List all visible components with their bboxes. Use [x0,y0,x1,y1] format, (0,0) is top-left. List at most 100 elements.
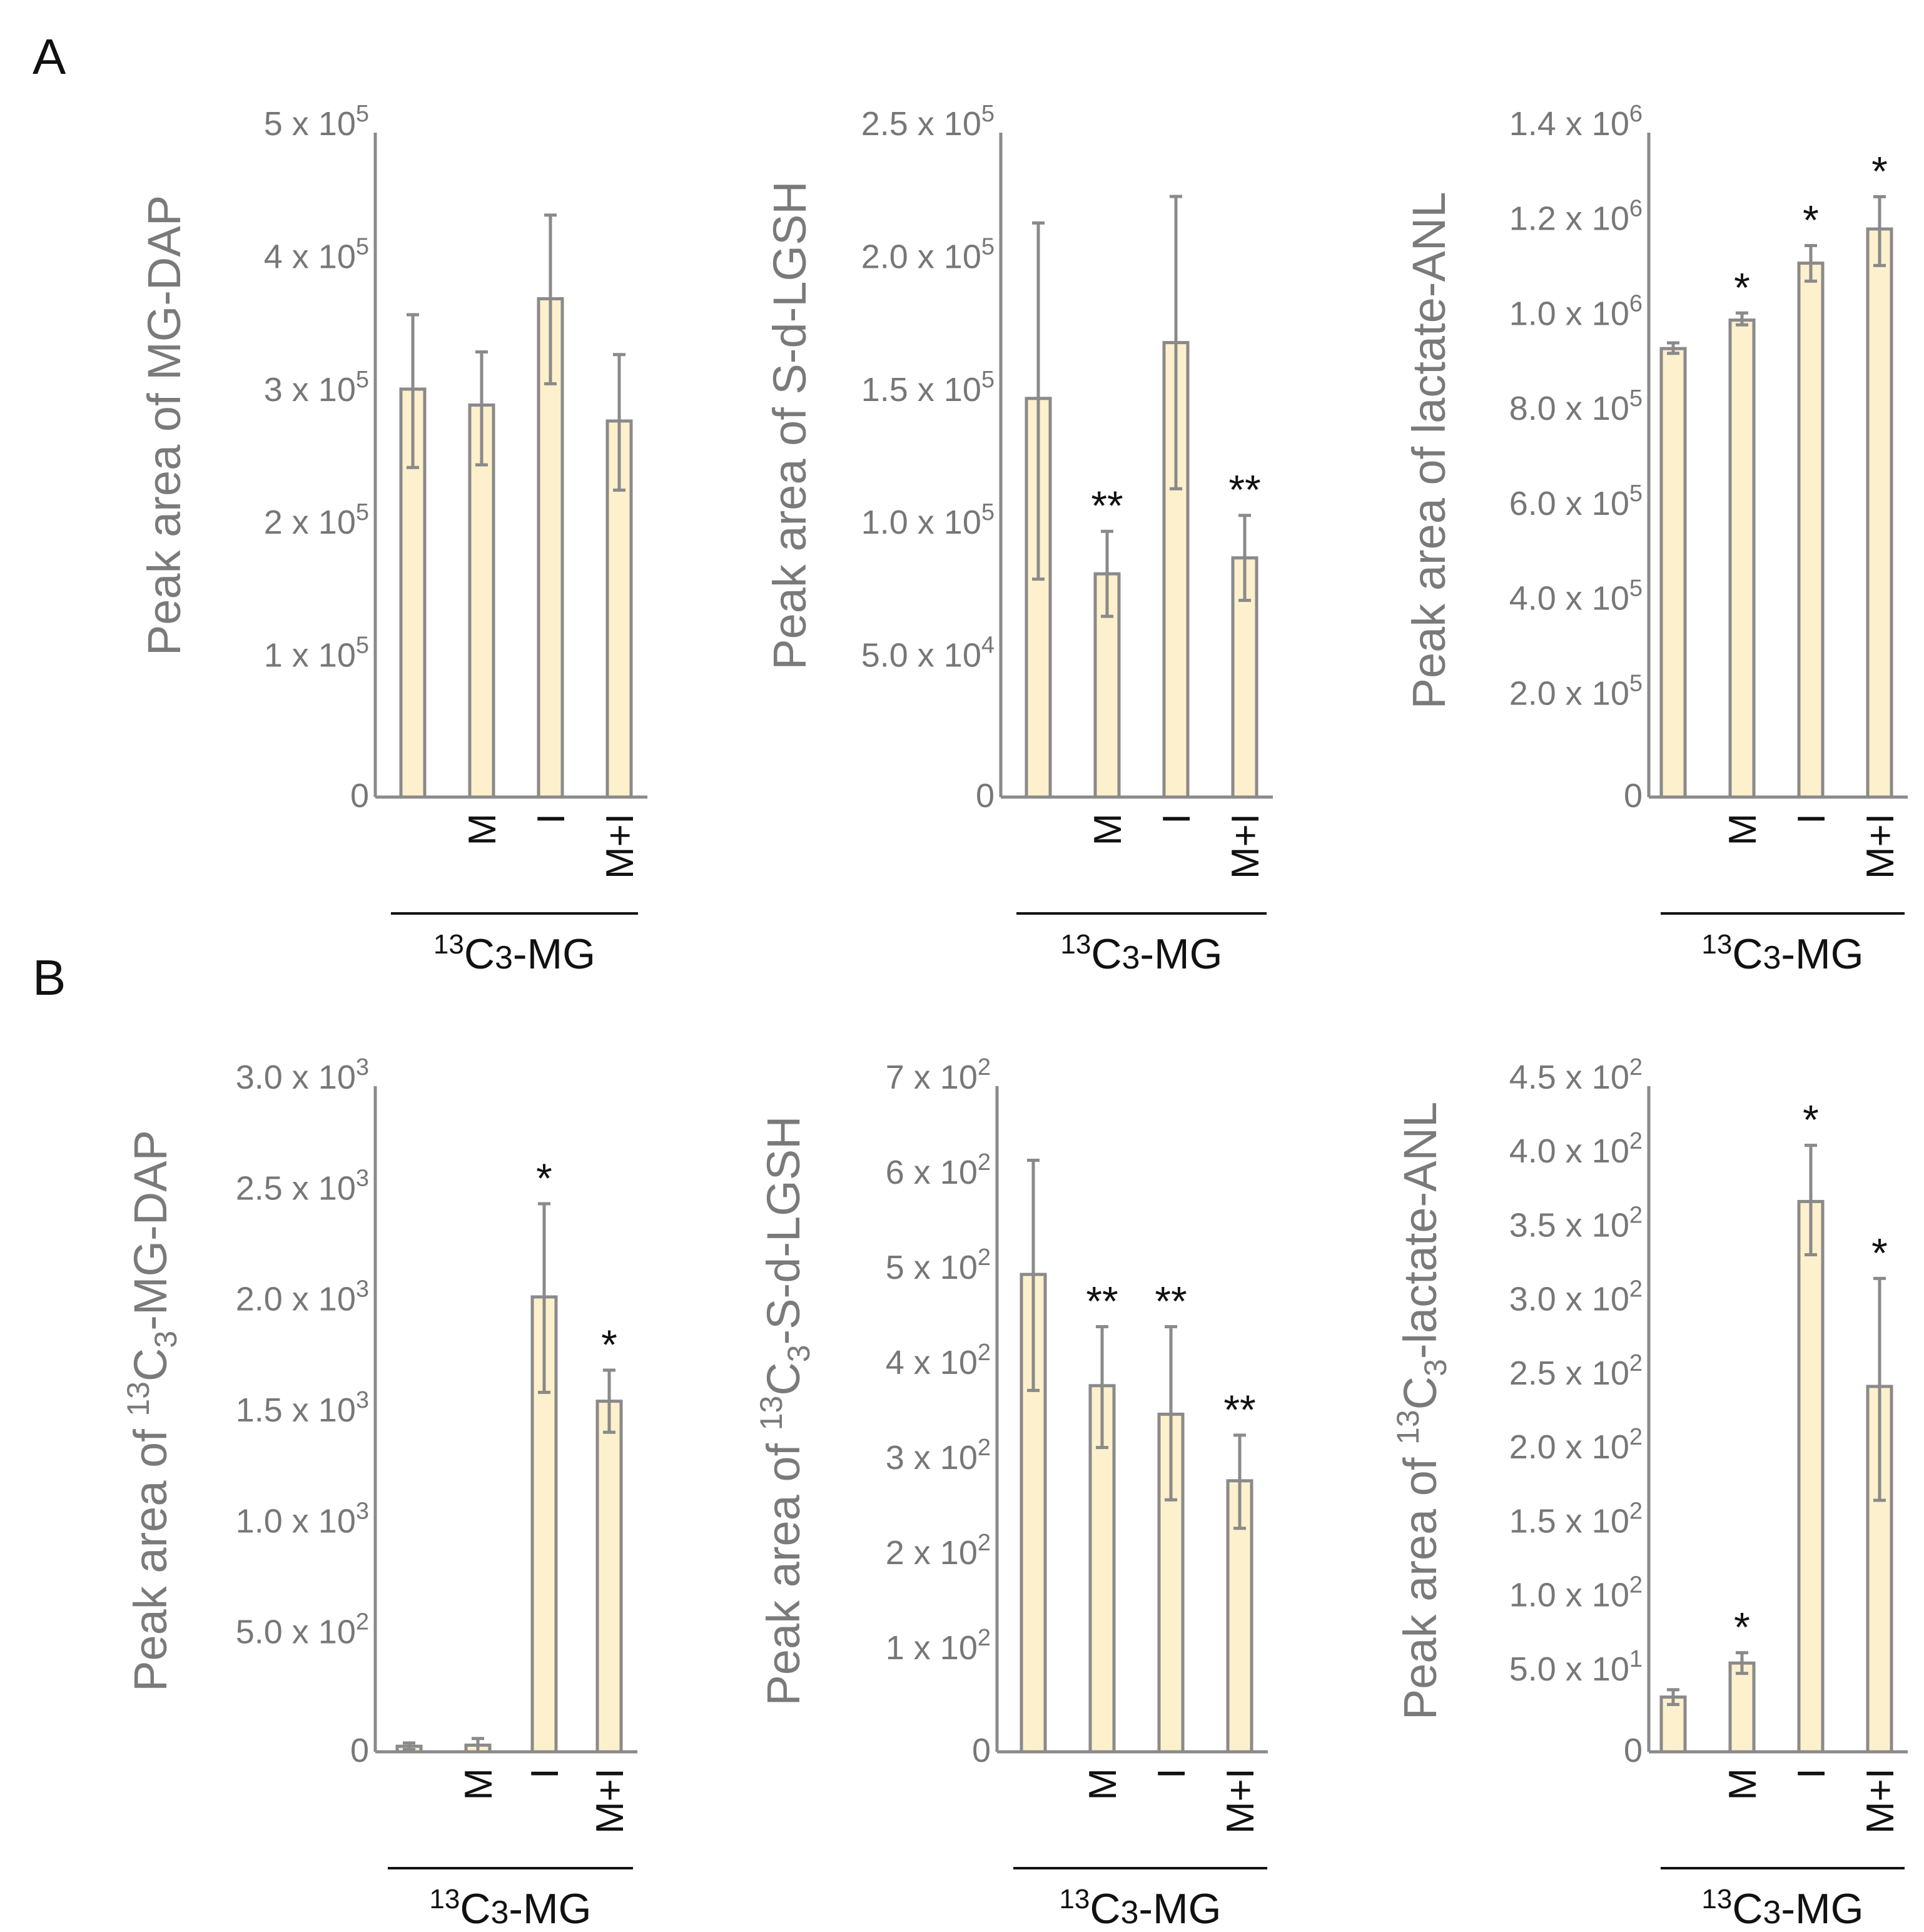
significance-marker: * [536,1155,552,1201]
y-tick-label: 4.5 x 102 [1509,1054,1643,1096]
y-tick-label: 1.5 x 102 [1509,1498,1643,1540]
y-tick-label: 0 [976,777,995,815]
y-tick-label: 5.0 x 101 [1509,1646,1643,1688]
significance-marker: ** [1086,1278,1118,1324]
y-tick-label: 1 x 105 [264,633,369,674]
bar-M+I [595,1400,623,1754]
chart-2: 0 5.0 x 104 1.0 x 105 1.5 x 105 2.0 x 105 2.5… [764,101,1273,978]
bar-control [1659,347,1687,799]
y-tick-label: 5.0 x 104 [861,633,995,674]
y-tick-label: 6.0 x 105 [1509,480,1643,522]
y-tick-label: 3 x 105 [264,367,369,409]
category-label: M+I [1859,1768,1902,1834]
y-tick-label: 7 x 102 [886,1054,991,1096]
y-tick-label: 5.0 x 102 [236,1609,369,1651]
y-tick-label: 4 x 105 [264,233,369,275]
significance-marker: * [1734,264,1750,310]
y-axis-label: Peak area of S-d-LGSH [764,181,816,669]
bar-I [1797,1199,1825,1754]
significance-marker: * [1803,1097,1819,1143]
y-tick-label: 0 [1624,1732,1643,1769]
chart-3: 0 2.0 x 105 4.0 x 105 6.0 x 105 8.0 x 105 1.0… [1403,101,1908,978]
group-label: 13C3-MG [1060,929,1222,978]
y-tick-label: 1.0 x 103 [236,1498,369,1540]
category-label: I [524,1768,567,1779]
category-label: M [461,813,504,846]
category-label: M [1721,813,1765,846]
group-label: 13C3-MG [1059,1884,1221,1932]
category-label: M [457,1768,500,1801]
chart-4: 0 5.0 x 102 1.0 x 103 1.5 x 103 2.0 x 103 2.5… [121,1054,637,1932]
y-axis-label: Peak area of 13C3-S-d-LGSH [754,1116,816,1706]
y-tick-label: 5 x 105 [264,101,369,143]
category-label: M+I [1859,813,1902,879]
y-tick-label: 6 x 102 [886,1149,991,1191]
y-tick-label: 0 [1624,777,1643,815]
significance-marker: ** [1228,467,1260,513]
y-tick-label: 3 x 102 [886,1435,991,1477]
panel-label-b: B [33,950,66,1005]
category-label: M [1086,813,1130,846]
y-tick-label: 3.0 x 102 [1509,1276,1643,1318]
significance-marker: * [601,1321,617,1368]
group-label: 13C3-MG [1701,1884,1863,1932]
y-tick-label: 2.0 x 102 [1509,1424,1643,1466]
panel-label-a: A [33,29,66,84]
y-tick-label: 2.0 x 105 [861,233,995,275]
bar-M+I [1866,227,1893,799]
y-tick-label: 0 [350,1732,369,1769]
y-tick-label: 0 [350,777,369,815]
category-label: M+I [589,1768,632,1834]
significance-marker: * [1734,1604,1750,1650]
chart-5: 0 1 x 102 2 x 102 3 x 102 4 x 102 5 x 102 6 x … [754,1054,1268,1932]
charts: 0 1 x 105 2 x 105 3 x 105 4 x 105 5 x 105 Peak… [121,101,1908,1932]
significance-marker: ** [1155,1278,1187,1324]
y-tick-label: 1 x 102 [886,1625,991,1667]
y-tick-label: 2.0 x 103 [236,1276,369,1318]
y-tick-label: 2.5 x 102 [1509,1350,1643,1392]
y-tick-label: 2.5 x 105 [861,101,995,143]
y-tick-label: 3.0 x 103 [236,1054,369,1096]
bar-I [1162,341,1190,799]
y-tick-label: 3.5 x 102 [1509,1202,1643,1244]
category-label: M+I [599,813,642,879]
significance-marker: ** [1091,482,1123,529]
y-tick-label: 2 x 102 [886,1530,991,1572]
bar-I [1797,262,1825,799]
y-tick-label: 2.0 x 105 [1509,670,1643,712]
y-tick-label: 5 x 102 [886,1244,991,1286]
bar-M [1728,1661,1756,1754]
significance-marker: * [1803,197,1819,243]
y-tick-label: 1.0 x 102 [1509,1572,1643,1614]
y-tick-label: 1.4 x 106 [1509,101,1643,143]
y-axis-label: Peak area of MG-DAP [138,195,190,656]
significance-marker: * [1871,148,1888,194]
y-axis-label: Peak area of lactate-ANL [1403,192,1455,709]
y-tick-label: 2 x 105 [264,499,369,541]
y-tick-label: 1.5 x 105 [861,367,995,409]
y-axis-label: Peak area of 13C3-MG-DAP [121,1130,183,1692]
chart-6: 0 5.0 x 101 1.0 x 102 1.5 x 102 2.0 x 102 2.5… [1390,1054,1908,1932]
y-tick-label: 2.5 x 103 [236,1165,369,1207]
y-tick-label: 1.0 x 106 [1509,290,1643,332]
bar-M [468,403,495,799]
y-tick-label: 4 x 102 [886,1340,991,1381]
y-tick-label: 4.0 x 102 [1509,1128,1643,1170]
category-label: M [1081,1768,1125,1801]
category-label: M+I [1224,813,1267,879]
bar-M [1728,318,1756,799]
group-label: 13C3-MG [1701,929,1863,978]
y-tick-label: 1.0 x 105 [861,499,995,541]
category-label: I [1790,813,1833,824]
group-label: 13C3-MG [433,929,595,978]
category-label: I [530,813,573,824]
y-tick-label: 4.0 x 105 [1509,576,1643,618]
y-tick-label: 0 [972,1732,991,1769]
category-label: I [1155,813,1198,824]
category-label: I [1150,1768,1193,1779]
y-tick-label: 1.5 x 103 [236,1387,369,1429]
significance-marker: ** [1223,1386,1255,1433]
significance-marker: * [1871,1229,1888,1276]
y-axis-label: Peak area of 13C3-lactate-ANL [1390,1102,1453,1720]
